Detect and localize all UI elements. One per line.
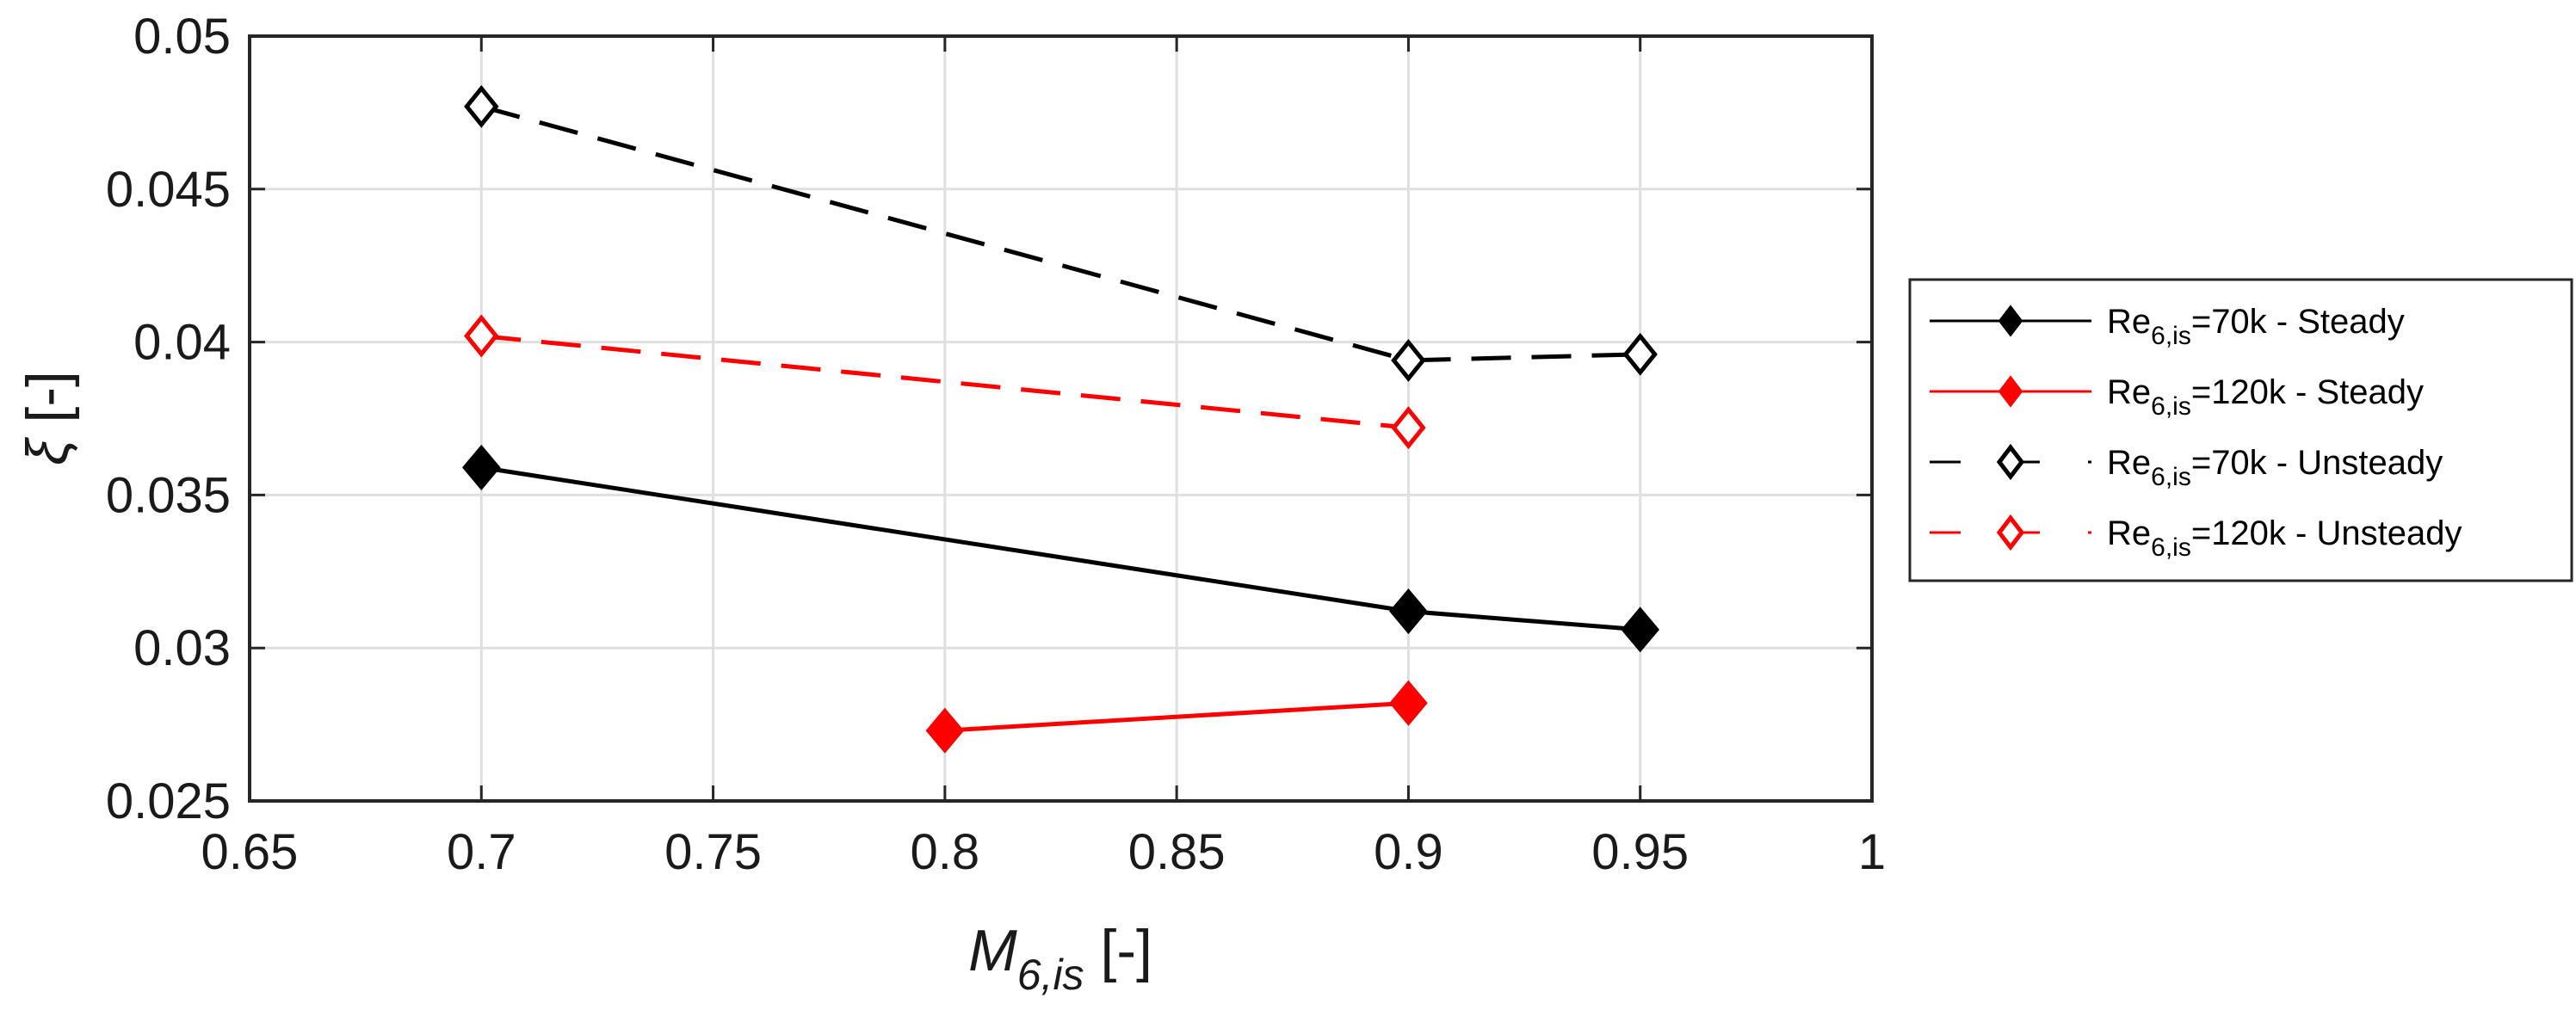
- x-tick-label: 0.95: [1591, 824, 1689, 880]
- legend-label-main: Re: [2107, 373, 2151, 411]
- plot-area-frame: [248, 34, 1874, 803]
- x-axis-symbol: M: [968, 918, 1017, 983]
- y-axis-symbol: ξ: [15, 437, 80, 465]
- legend-item-1: Re6,is=70k - Steady: [1930, 303, 2405, 350]
- series-layer: [461, 84, 1660, 754]
- series-marker: [1622, 332, 1658, 376]
- x-tick-label: 0.65: [201, 824, 299, 880]
- legend-label-rest: =70k - Steady: [2191, 303, 2405, 341]
- y-tick-label: 0.035: [106, 467, 231, 523]
- y-axis-unit: [-]: [15, 371, 80, 439]
- x-axis-label: M6,is [-]: [968, 918, 1152, 999]
- legend-label-subscript: 6,is: [2151, 463, 2191, 491]
- legend-label: Re6,is=120k - Unsteady: [2107, 514, 2462, 562]
- plot-area-background: [250, 36, 1872, 801]
- legend-label-subscript: 6,is: [2151, 392, 2191, 421]
- x-tick-label: 0.7: [447, 824, 516, 880]
- legend-label-rest: =120k - Unsteady: [2191, 514, 2462, 552]
- legend-item-3: Re6,is=70k - Unsteady: [1930, 443, 2443, 491]
- y-axis-label: ξ [-]: [15, 371, 80, 465]
- legend-label-main: Re: [2107, 303, 2151, 341]
- legend-label: Re6,is=120k - Steady: [2107, 373, 2424, 421]
- x-tick-label: 0.9: [1374, 824, 1443, 880]
- legend-label-subscript: 6,is: [2151, 533, 2191, 562]
- x-tick-label: 0.75: [664, 824, 762, 880]
- x-axis-unit: [-]: [1084, 918, 1152, 983]
- series-marker: [1391, 338, 1426, 382]
- series-marker: [1389, 680, 1428, 726]
- series-marker: [1389, 588, 1428, 635]
- x-tick-label: 1: [1858, 824, 1886, 880]
- y-tick-label: 0.025: [106, 773, 231, 829]
- legend-marker: [1998, 375, 2023, 408]
- y-tick-label: 0.03: [133, 620, 231, 676]
- legend-marker: [1998, 305, 2023, 337]
- x-tick-label: 0.8: [911, 824, 980, 880]
- series-marker: [464, 314, 499, 358]
- legend-item-2: Re6,is=120k - Steady: [1930, 373, 2424, 421]
- series-marker: [925, 707, 965, 754]
- series-line: [481, 334, 1409, 430]
- series-marker: [1391, 406, 1426, 450]
- legend-label-subscript: 6,is: [2151, 322, 2191, 350]
- y-tick-label: 0.045: [106, 162, 231, 218]
- series-marker: [464, 84, 499, 128]
- legend-label: Re6,is=70k - Steady: [2107, 303, 2405, 350]
- series-1: [461, 444, 1660, 653]
- y-tick-label: 0.05: [133, 9, 231, 65]
- series-4: [464, 314, 1426, 450]
- legend-item-4: Re6,is=120k - Unsteady: [1930, 514, 2462, 562]
- ticks: 0.65 0.7 0.75 0.8 0.85 0.9 0.95 1 0.025 0.03 0.035…: [106, 9, 1886, 880]
- legend-marker: [1996, 514, 2025, 551]
- legend-label-rest: =120k - Steady: [2191, 373, 2424, 411]
- legend-marker: [1996, 443, 2025, 481]
- legend-label-rest: =70k - Unsteady: [2191, 444, 2443, 482]
- y-tick-label: 0.04: [133, 315, 231, 371]
- series-line: [480, 104, 1640, 363]
- series-marker: [461, 444, 501, 490]
- legend-label: Re6,is=70k - Unsteady: [2107, 444, 2443, 491]
- series-3: [464, 84, 1658, 382]
- series-marker: [1621, 607, 1660, 653]
- x-axis-subscript: 6,is: [1017, 951, 1084, 999]
- legend-label-main: Re: [2107, 444, 2151, 482]
- legend-label-main: Re: [2107, 514, 2151, 552]
- series-2: [925, 680, 1428, 754]
- x-tick-label: 0.85: [1128, 824, 1226, 880]
- series-line: [944, 700, 1409, 733]
